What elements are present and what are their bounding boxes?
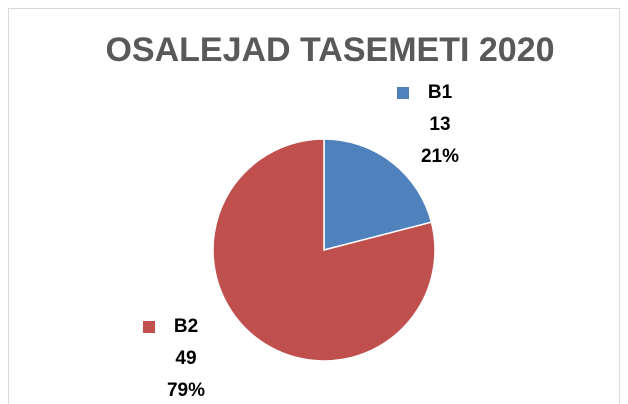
legend-key bbox=[143, 321, 155, 333]
slice-percent: 21% bbox=[421, 146, 459, 167]
pie-slice bbox=[323, 138, 433, 251]
slice-value: 13 bbox=[429, 114, 450, 135]
legend-key bbox=[397, 87, 409, 99]
slice-value: 49 bbox=[175, 348, 196, 369]
slice-label: B2 bbox=[174, 316, 198, 337]
slice-label: B1 bbox=[428, 82, 453, 103]
chart-title: OSALEJAD TASEMETI 2020 bbox=[105, 31, 554, 69]
slice-percent: 79% bbox=[167, 380, 205, 401]
pie-slice bbox=[212, 138, 436, 362]
